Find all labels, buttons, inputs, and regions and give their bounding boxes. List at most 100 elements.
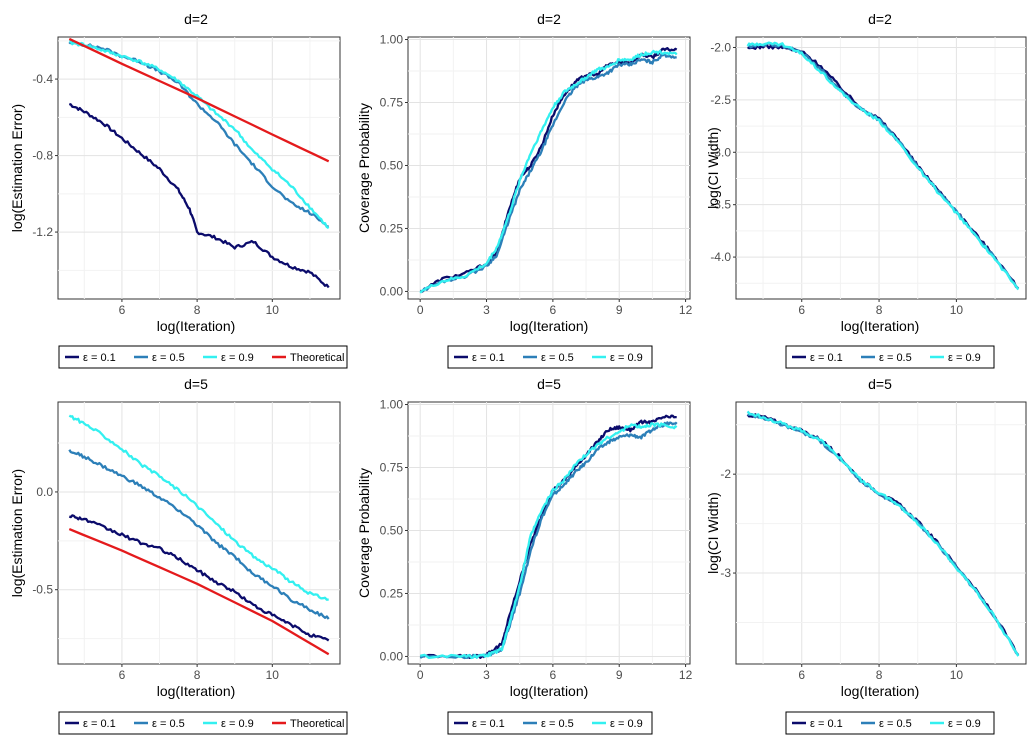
y-axis-label: log(Estimation Error) <box>9 104 25 232</box>
legend-label: ε = 0.9 <box>221 352 254 364</box>
legend: ε = 0.1 ε = 0.5 ε = 0.9 Theoretical <box>58 345 348 369</box>
y-tick-label: 0.75 <box>380 96 404 110</box>
panel-title: d=5 <box>537 376 561 392</box>
x-tick-label: 6 <box>550 668 557 682</box>
y-axis-label: log(CI Width) <box>705 492 721 574</box>
legend-label: ε = 0.9 <box>610 718 643 730</box>
legend-box <box>447 711 653 735</box>
y-tick-label: -0.5 <box>32 583 53 597</box>
y-tick-label: 0.50 <box>380 158 404 172</box>
x-tick-label: 3 <box>483 668 490 682</box>
legend-label: ε = 0.1 <box>810 718 843 730</box>
x-tick-label: 9 <box>616 303 623 317</box>
x-tick-label: 6 <box>798 668 805 682</box>
panel-title: d=2 <box>868 11 892 27</box>
legend: ε = 0.1 ε = 0.5 ε = 0.9 <box>447 711 653 735</box>
y-tick-label: 0.00 <box>380 649 404 663</box>
panel-6: 6 8 10 -2 -3 d=5 log(Iteration) log(CI Width) ε … <box>705 376 1027 735</box>
y-tick-label: -0.4 <box>32 72 53 86</box>
y-tick-label: 0.00 <box>380 284 404 298</box>
legend-label: ε = 0.5 <box>152 352 185 364</box>
series-line <box>419 422 678 660</box>
series-line <box>68 514 330 642</box>
y-axis-label: log(CI Width) <box>705 127 721 209</box>
x-tick-label: 8 <box>876 668 883 682</box>
legend-label: ε = 0.5 <box>879 718 912 730</box>
x-tick-label: 12 <box>679 668 693 682</box>
legend-label: ε = 0.9 <box>221 718 254 730</box>
y-axis-label: log(Estimation Error) <box>9 469 25 597</box>
x-tick-label: 10 <box>950 303 964 317</box>
legend-label: Theoretical <box>290 718 344 730</box>
legend-label: ε = 0.1 <box>83 718 116 730</box>
x-tick-label: 6 <box>119 668 126 682</box>
plot-area <box>407 36 691 300</box>
y-tick-label: 1.00 <box>380 33 404 47</box>
legend-label: ε = 0.9 <box>610 352 643 364</box>
plot-area <box>57 36 341 300</box>
x-tick-label: 3 <box>483 303 490 317</box>
y-tick-label: 0.25 <box>380 221 404 235</box>
y-tick-label: -0.8 <box>32 149 53 163</box>
x-tick-label: 8 <box>876 303 883 317</box>
y-tick-label: -1.2 <box>32 225 53 239</box>
panel-2: 0 3 6 9 12 0.00 0.25 0.50 0.75 1.00 d=2 log(Iterati… <box>356 11 693 369</box>
legend-label: ε = 0.9 <box>948 352 981 364</box>
legend-label: ε = 0.5 <box>152 718 185 730</box>
panel-5: 0 3 6 9 12 0.00 0.25 0.50 0.75 1.00 d=5 log(Iterati… <box>356 376 693 735</box>
legend-label: ε = 0.1 <box>472 352 505 364</box>
legend-label: ε = 0.5 <box>541 352 574 364</box>
x-tick-label: 8 <box>194 668 201 682</box>
x-tick-label: 12 <box>679 303 693 317</box>
series-line <box>419 52 677 293</box>
plot-area <box>407 401 691 665</box>
y-tick-label: -2 <box>720 467 731 481</box>
x-axis-label: log(Iteration) <box>157 318 236 334</box>
legend-box <box>447 345 653 369</box>
y-tick-label: -3.5 <box>710 198 731 212</box>
x-axis-label: log(Iteration) <box>510 683 589 699</box>
y-tick-label: -3 <box>720 566 731 580</box>
x-axis-label: log(Iteration) <box>157 683 236 699</box>
plot-area <box>57 401 341 665</box>
legend-label: Theoretical <box>290 352 344 364</box>
y-tick-label: -2.0 <box>710 40 731 54</box>
legend: ε = 0.1 ε = 0.5 ε = 0.9 <box>447 345 653 369</box>
x-tick-label: 10 <box>950 668 964 682</box>
series-line <box>68 528 330 656</box>
panel-title: d=5 <box>184 376 208 392</box>
legend-label: ε = 0.9 <box>948 718 981 730</box>
y-tick-label: -4.0 <box>710 250 731 264</box>
series-line <box>68 102 330 289</box>
legend: ε = 0.1 ε = 0.5 ε = 0.9 Theoretical <box>58 711 348 735</box>
legend-box <box>785 711 995 735</box>
y-tick-label: 0.75 <box>380 461 404 475</box>
series-line <box>746 41 1020 291</box>
series-line <box>68 449 330 620</box>
x-tick-label: 9 <box>616 668 623 682</box>
x-axis-label: log(Iteration) <box>841 318 920 334</box>
legend-box <box>785 345 995 369</box>
panel-3: 6 8 10 -2.0 -2.5 -3.0 -3.5 -4.0 d=2 log(Iteration… <box>705 11 1027 369</box>
x-tick-label: 6 <box>119 303 126 317</box>
legend: ε = 0.1 ε = 0.5 ε = 0.9 <box>785 711 995 735</box>
x-tick-label: 0 <box>417 668 424 682</box>
series-line <box>746 410 1020 657</box>
x-tick-label: 6 <box>798 303 805 317</box>
x-tick-label: 6 <box>550 303 557 317</box>
series-line <box>69 40 330 230</box>
panel-title: d=2 <box>537 11 561 27</box>
series-line <box>68 414 329 601</box>
y-tick-label: 0.25 <box>380 586 404 600</box>
x-tick-label: 8 <box>194 303 201 317</box>
legend-label: ε = 0.1 <box>810 352 843 364</box>
series-line <box>68 37 330 163</box>
legend-label: ε = 0.1 <box>472 718 505 730</box>
x-axis-label: log(Iteration) <box>841 683 920 699</box>
plot-area <box>735 36 1027 300</box>
x-tick-label: 10 <box>266 668 280 682</box>
panel-title: d=5 <box>868 376 892 392</box>
y-tick-label: -2.5 <box>710 93 731 107</box>
series-line <box>419 49 678 294</box>
